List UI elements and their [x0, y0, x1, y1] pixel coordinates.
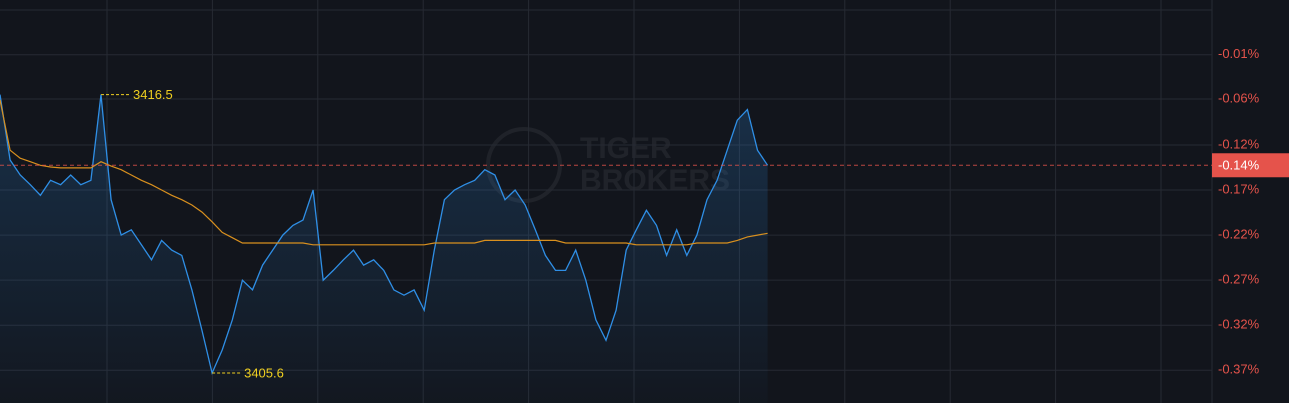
y-tick-label: -0.22% [1218, 227, 1260, 242]
annotation-label: 3405.6 [244, 365, 284, 380]
y-tick-label: -0.32% [1218, 317, 1260, 332]
series-line [0, 94, 769, 376]
last-price-label: -0.14% [1218, 158, 1260, 173]
y-tick-label: -0.27% [1218, 272, 1260, 287]
y-tick-label: -0.37% [1218, 362, 1260, 377]
y-tick-label: -0.06% [1218, 90, 1260, 105]
y-tick-label: -0.17% [1218, 181, 1260, 196]
y-tick-label: -0.12% [1218, 136, 1260, 151]
area [0, 94, 768, 403]
watermark-text: BROKERS [580, 164, 730, 197]
watermark-text: TIGER [580, 132, 672, 165]
last-price-box [1212, 153, 1289, 178]
watermark: TIGER BROKERS [486, 127, 730, 203]
y-tick-label: -0.01% [1218, 46, 1260, 61]
annotation-label: 3416.5 [133, 87, 173, 102]
series-line [0, 99, 768, 246]
